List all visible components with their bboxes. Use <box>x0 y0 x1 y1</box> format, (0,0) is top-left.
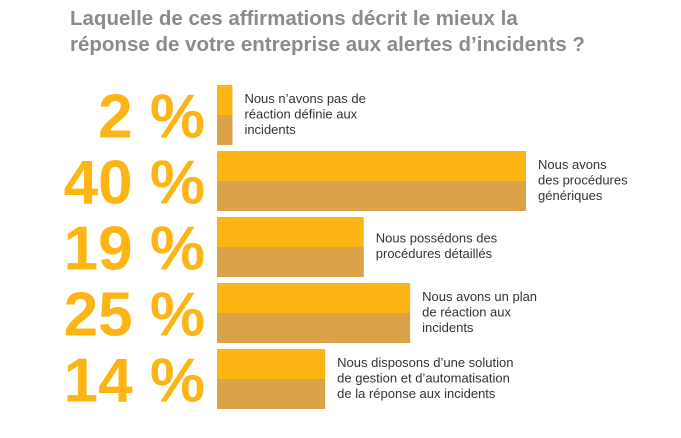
category-label-line: de la réponse aux incidents <box>337 386 496 401</box>
category-label-line: Nous avons un plan <box>422 289 537 304</box>
category-label-line: génériques <box>538 188 603 203</box>
category-label-line: des procédures <box>538 172 628 187</box>
percent-label: 40 % <box>64 148 205 217</box>
category-label: Nous avons un plan de réaction aux inciden… <box>422 289 537 335</box>
chart-title: Laquelle de ces affirmations décrit le m… <box>70 6 670 58</box>
bar-row: 25 % Nous avons un plan de réaction aux inc… <box>64 280 537 349</box>
category-label-line: réaction définie aux <box>244 106 357 121</box>
bar-lower <box>217 115 233 145</box>
bar-lower <box>217 247 364 277</box>
bar-lower <box>217 313 411 343</box>
category-label-line: Nous disposons d’une solution <box>337 355 513 370</box>
bar-upper <box>217 85 233 115</box>
bar-lower <box>217 379 326 409</box>
bar-lower <box>217 181 526 211</box>
category-label-line: Nous avons <box>538 157 607 172</box>
bar-upper <box>217 151 526 181</box>
category-label-line: de gestion et d’automatisation <box>337 370 510 385</box>
bar-row: 19 % Nous possédons des procédures détaill… <box>64 214 498 283</box>
category-label-line: de réaction aux <box>422 304 511 319</box>
category-label-line: Nous possédons des <box>376 231 498 246</box>
category-label-line: incidents <box>244 122 296 137</box>
bar-upper <box>217 217 364 247</box>
category-label-line: Nous n’avons pas de <box>244 91 365 106</box>
bar-upper <box>217 349 326 379</box>
chart-title-line-1: Laquelle de ces affirmations décrit le m… <box>70 7 518 30</box>
bar-row: 40 % Nous avons des procédures génériques <box>64 148 628 217</box>
bar-upper <box>217 283 411 313</box>
percent-label: 14 % <box>64 346 205 415</box>
category-label: Nous possédons des procédures détaillés <box>376 231 498 261</box>
bar-row: 14 % Nous disposons d’une solution de gest… <box>64 346 514 415</box>
bar-row: 2 % Nous n’avons pas de réaction définie a… <box>98 82 366 151</box>
category-label-line: incidents <box>422 320 474 335</box>
percent-label: 2 % <box>98 82 205 151</box>
percent-label: 25 % <box>64 280 205 349</box>
category-label: Nous disposons d’une solution de gestion … <box>337 355 513 401</box>
percent-label: 19 % <box>64 214 205 283</box>
category-label: Nous n’avons pas de réaction définie aux i… <box>244 91 365 137</box>
category-label-line: procédures détaillés <box>376 246 493 261</box>
category-label: Nous avons des procédures génériques <box>538 157 628 203</box>
chart-title-line-2: réponse de votre entreprise aux alertes … <box>70 33 585 56</box>
